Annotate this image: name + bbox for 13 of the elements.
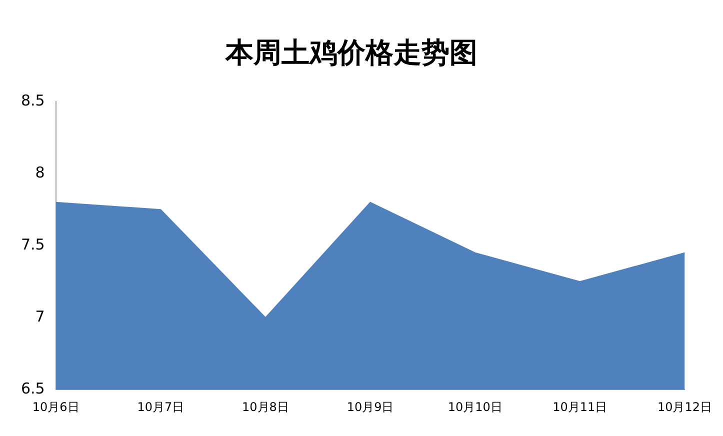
y-tick-label: 8.5 [20, 91, 45, 110]
x-tick-label: 10月9日 [346, 400, 394, 414]
x-tick-label: 10月11日 [552, 400, 608, 414]
y-tick-label: 6.5 [20, 379, 45, 398]
x-tick-label: 10月7日 [137, 400, 184, 414]
x-tick-label: 10月8日 [242, 400, 289, 414]
y-tick-label: 7.5 [20, 235, 45, 254]
y-tick-label: 8 [35, 163, 45, 182]
y-tick-label: 7 [35, 307, 45, 326]
x-tick-label: 10月12日 [657, 400, 712, 414]
chart-title: 本周土鸡价格走势图 [224, 36, 478, 70]
x-tick-label: 10月6日 [32, 400, 80, 414]
x-tick-label: 10月10日 [448, 400, 502, 414]
